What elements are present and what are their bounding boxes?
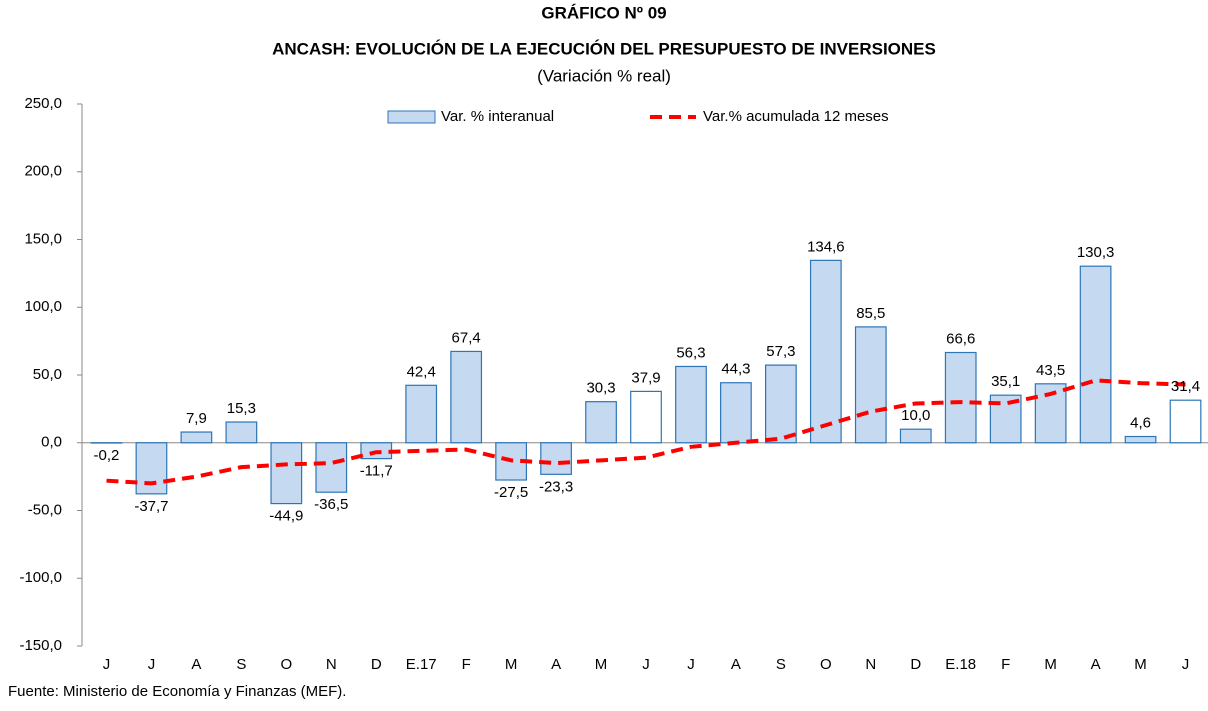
bar <box>1079 265 1112 444</box>
data-label: 4,6 <box>1130 414 1151 431</box>
y-tick-label: 200,0 <box>24 163 62 180</box>
data-label: 134,6 <box>807 238 845 255</box>
x-tick-label: J <box>642 656 650 673</box>
bar <box>944 351 977 444</box>
x-tick-label: M <box>1044 656 1057 673</box>
x-tick-label: O <box>280 656 292 673</box>
data-label: 44,3 <box>721 361 750 378</box>
legend-label: Var.% acumulada 12 meses <box>703 108 889 125</box>
data-label: 42,4 <box>407 363 436 380</box>
x-tick-label: S <box>236 656 246 673</box>
bar <box>630 390 662 444</box>
source: Fuente: Ministerio de Economía y Finanza… <box>8 683 346 700</box>
x-tick-label: M <box>595 656 608 673</box>
x-tick-label: A <box>731 656 741 673</box>
data-label: 57,3 <box>766 343 795 360</box>
data-label: 35,1 <box>991 373 1020 390</box>
bar <box>1169 399 1202 444</box>
bar <box>675 365 707 444</box>
bar <box>1034 383 1067 444</box>
data-label: 10,0 <box>901 407 930 424</box>
bar <box>1124 435 1157 444</box>
bar <box>809 259 842 444</box>
x-tick-label: O <box>820 656 832 673</box>
x-tick-label: J <box>1182 656 1190 673</box>
data-label: 30,3 <box>586 380 615 397</box>
x-tick-label: E.18 <box>945 656 976 673</box>
bar <box>854 326 887 444</box>
y-tick-label: 250,0 <box>24 95 62 112</box>
bar <box>180 431 213 444</box>
line <box>106 378 1186 486</box>
bar <box>270 442 303 505</box>
data-label: -11,7 <box>360 463 393 480</box>
x-tick-label: J <box>687 656 695 673</box>
data-label: 130,3 <box>1077 244 1115 261</box>
x-tick-label: N <box>865 656 876 673</box>
bar <box>764 364 797 444</box>
x-tick-label: A <box>551 656 561 673</box>
y-tick-label: -100,0 <box>19 569 62 586</box>
bar <box>450 350 483 444</box>
legend-swatch <box>387 110 436 124</box>
data-label: 37,9 <box>631 369 660 386</box>
x-tick-label: D <box>910 656 921 673</box>
y-tick-label: -50,0 <box>28 501 62 518</box>
bar <box>315 442 348 493</box>
x-tick-label: D <box>371 656 382 673</box>
data-label: -0,2 <box>94 447 120 464</box>
bar <box>720 382 752 444</box>
x-tick-label: A <box>1091 656 1101 673</box>
x-tick-label: F <box>462 656 471 673</box>
x-tick-label: A <box>191 656 201 673</box>
data-label: 31,4 <box>1171 378 1200 395</box>
y-tick-label: 0,0 <box>41 434 62 451</box>
bar <box>225 421 258 444</box>
chart-note: (Variación % real) <box>537 66 671 85</box>
y-tick-label: 150,0 <box>24 230 62 247</box>
x-tick-label: F <box>1001 656 1010 673</box>
bar <box>405 384 438 444</box>
y-tick-label: 100,0 <box>24 298 62 315</box>
data-label: 43,5 <box>1036 362 1065 379</box>
data-label: 85,5 <box>856 305 885 322</box>
data-label: -36,5 <box>314 496 348 513</box>
y-tick-label: -150,0 <box>19 637 62 654</box>
bar <box>899 428 932 444</box>
bar <box>585 401 617 444</box>
x-tick-label: J <box>148 656 156 673</box>
data-label: -27,5 <box>494 484 528 501</box>
data-label: 67,4 <box>452 329 481 346</box>
data-label: -23,3 <box>539 478 573 495</box>
bar <box>540 442 572 475</box>
bar <box>135 442 168 495</box>
data-label: -44,9 <box>269 508 303 525</box>
data-label: 15,3 <box>227 400 256 417</box>
data-label: 56,3 <box>676 344 705 361</box>
legend-label: Var. % interanual <box>441 108 554 125</box>
chart-title: GRÁFICO Nº 09 <box>541 3 666 22</box>
x-tick-label: N <box>326 656 337 673</box>
y-tick-label: 50,0 <box>33 366 62 383</box>
x-tick-label: M <box>505 656 518 673</box>
data-label: -37,7 <box>134 498 168 515</box>
x-tick-label: S <box>776 656 786 673</box>
x-tick-label: M <box>1134 656 1147 673</box>
x-tick-label: J <box>103 656 111 673</box>
data-label: 66,6 <box>946 330 975 347</box>
data-label: 7,9 <box>186 410 207 427</box>
chart-subtitle: ANCASH: EVOLUCIÓN DE LA EJECUCIÓN DEL PR… <box>272 39 936 58</box>
x-tick-label: E.17 <box>406 656 437 673</box>
